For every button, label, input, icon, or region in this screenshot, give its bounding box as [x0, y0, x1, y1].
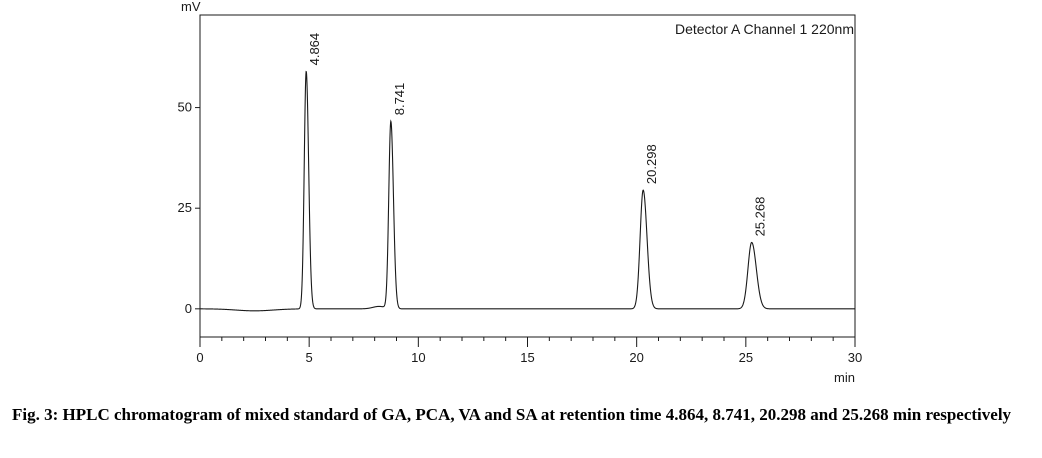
y-tick-label: 25: [178, 200, 192, 215]
x-axis-unit-label: min: [834, 370, 855, 385]
x-axis: 0 5 10 15 20 25 30: [196, 337, 862, 365]
plot-frame: [199, 14, 856, 338]
figure-caption: Fig. 3: HPLC chromatogram of mixed stand…: [12, 404, 1037, 425]
x-tick-label: 0: [196, 350, 203, 365]
detector-label: Detector A Channel 1 220nm: [675, 21, 854, 37]
peak-label: 25.268: [753, 197, 768, 237]
caption-text: HPLC chromatogram of mixed standard of G…: [62, 405, 1012, 424]
x-tick-label: 10: [411, 350, 425, 365]
caption-label: Fig. 3:: [12, 405, 59, 424]
x-tick-label: 20: [629, 350, 643, 365]
peak-label: 4.864: [307, 33, 322, 66]
peak-label: 8.741: [392, 83, 407, 116]
chromatogram-trace-group: [200, 70, 855, 312]
y-tick-label: 0: [185, 301, 192, 316]
x-tick-label: 25: [739, 350, 753, 365]
peak-label: 20.298: [644, 144, 659, 184]
x-tick-label: 5: [306, 350, 313, 365]
chromatogram-trace: [200, 70, 855, 312]
peak-labels: 4.864 8.741 20.298 25.268: [307, 33, 767, 237]
chromatogram-chart: 0 25 50 0 5 10 15 20 25 30 4.864 8.741 20.298 25.26…: [178, 0, 863, 385]
x-tick-label: 15: [520, 350, 534, 365]
y-axis-unit-label: mV: [181, 0, 201, 14]
y-tick-label: 50: [178, 100, 192, 115]
x-tick-label: 30: [848, 350, 862, 365]
y-axis: 0 25 50: [178, 100, 200, 316]
plot-border: [199, 14, 856, 338]
